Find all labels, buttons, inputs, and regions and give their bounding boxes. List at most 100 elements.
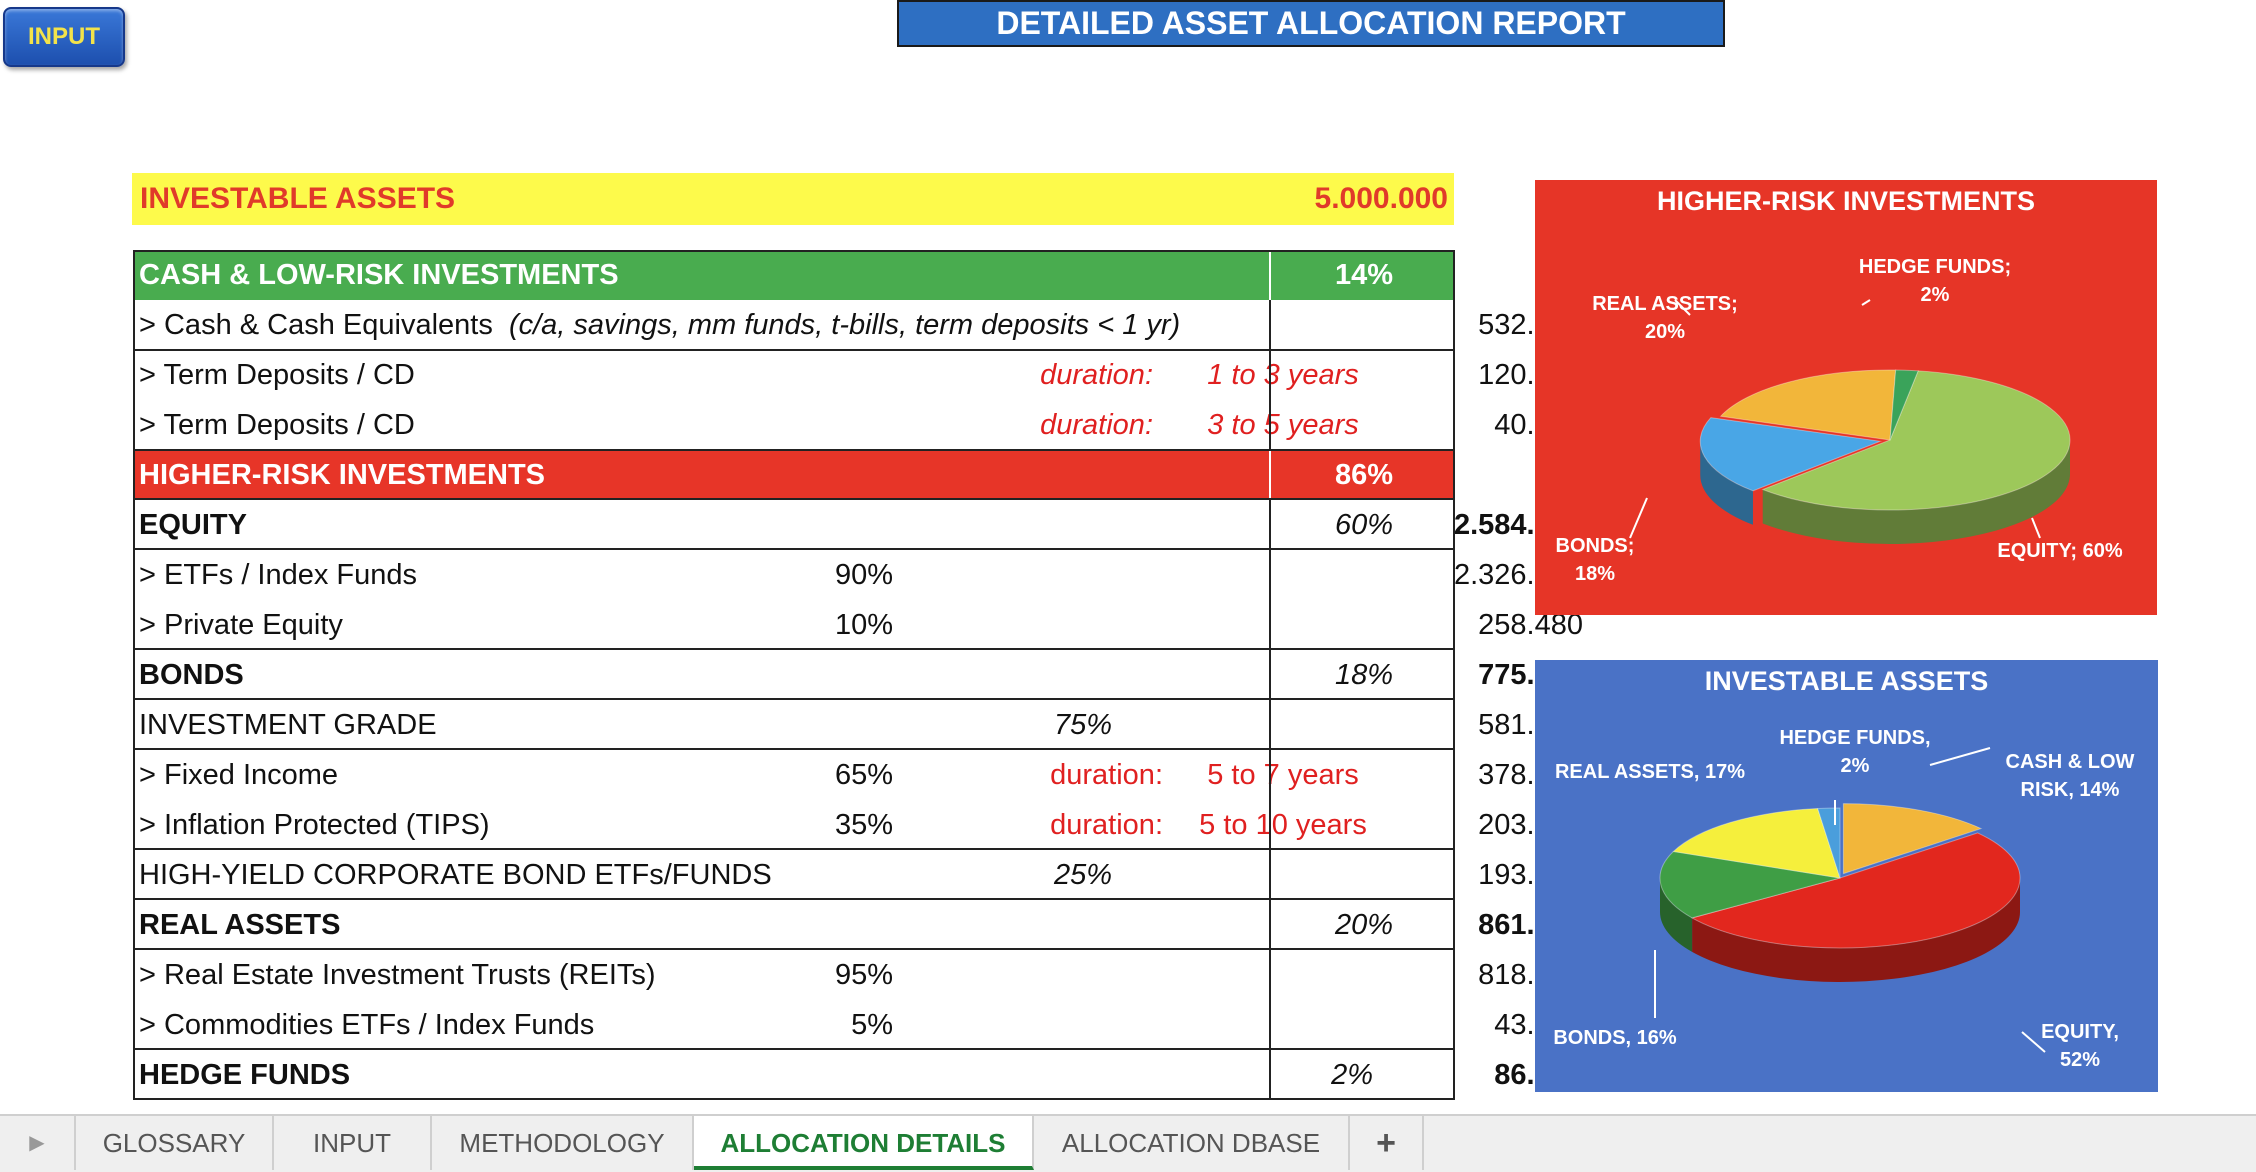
input-button[interactable]: INPUT <box>3 7 125 67</box>
row-pct: 65% <box>834 759 893 791</box>
row-share: 60% <box>1334 509 1393 541</box>
investable-assets-label: INVESTABLE ASSETS <box>140 182 456 215</box>
slice-real-assets[interactable] <box>1719 369 1897 441</box>
row-share: 2% <box>1331 1059 1373 1091</box>
label-hedge-funds: HEDGE FUNDS, 2% <box>1779 727 1931 777</box>
duration-value: 1 to 3 years <box>1207 359 1359 391</box>
row-divider <box>133 748 1455 750</box>
higher-risk-pie-chart[interactable]: HIGHER-RISK INVESTMENTS HEDGE FUNDS; 2% R… <box>1535 180 2157 615</box>
row-divider <box>133 548 1455 550</box>
investment-grade-row[interactable]: INVESTMENT GRADE 75% 581.580 <box>133 700 1583 750</box>
label-real-assets: REAL ASSETS; 20% <box>1592 293 1738 343</box>
high-yield-row[interactable]: HIGH-YIELD CORPORATE BOND ETFs/FUNDS 25%… <box>133 850 1583 900</box>
sheet-tab-bar: ▶ GLOSSARY INPUT METHODOLOGY ALLOCATION … <box>0 1114 2256 1172</box>
slice-side-equity <box>1762 440 2070 544</box>
term-deposits-row-2[interactable]: > Term Deposits / CD duration: 3 to 5 ye… <box>133 400 1583 450</box>
row-share: 86% <box>1334 459 1393 491</box>
row-label: > Inflation Protected (TIPS) <box>139 809 490 841</box>
row-divider <box>133 698 1455 700</box>
row-label: BONDS <box>139 659 244 691</box>
investable-assets-pie-chart[interactable]: INVESTABLE ASSETS HEDGE FUNDS, 2% REAL AS… <box>1535 660 2158 1092</box>
slice-real-assets[interactable] <box>1672 808 1841 879</box>
row-label: > Real Estate Investment Trusts (REITs) <box>139 959 656 991</box>
duration-value: 3 to 5 years <box>1207 409 1359 441</box>
private-equity-row[interactable]: > Private Equity 10% 258.480 <box>133 600 1583 650</box>
tab-input[interactable]: INPUT <box>274 1116 432 1170</box>
term-deposits-row-1[interactable]: > Term Deposits / CD duration: 1 to 3 ye… <box>133 350 1583 400</box>
hedge-funds-row[interactable]: HEDGE FUNDS 2% 86.160 <box>133 1050 1583 1100</box>
slice-equity[interactable] <box>1761 370 2071 511</box>
cash-low-risk-row[interactable]: CASH & LOW-RISK INVESTMENTS 14% 692.000 <box>133 250 1583 300</box>
slice-bonds[interactable] <box>1699 417 1883 492</box>
duration-value: 5 to 10 years <box>1199 809 1367 841</box>
label-cash-low-risk: CASH & LOW RISK, 14% <box>2005 751 2135 801</box>
fixed-income-row[interactable]: > Fixed Income 65% duration: 5 to 7 year… <box>133 750 1583 800</box>
leader-line <box>2021 1031 2046 1053</box>
investable-assets-bar <box>132 173 1454 225</box>
leader-line <box>1929 747 1991 766</box>
row-divider <box>133 898 1455 900</box>
duration-value: 5 to 7 years <box>1207 759 1359 791</box>
label-bonds: BONDS, 16% <box>1553 1027 1677 1049</box>
row-label: > Private Equity <box>139 609 343 641</box>
leader-line <box>1674 299 1691 316</box>
commodities-row[interactable]: > Commodities ETFs / Index Funds 5% 43.0… <box>133 1000 1583 1050</box>
row-divider <box>133 349 1455 351</box>
row-share: 75% <box>1053 709 1113 741</box>
row-label: > Fixed Income <box>139 759 339 791</box>
slice-hedge-funds[interactable] <box>1816 807 1841 879</box>
row-share: 14% <box>1334 259 1393 291</box>
tips-row[interactable]: > Inflation Protected (TIPS) 35% duratio… <box>133 800 1583 850</box>
chart-title: HIGHER-RISK INVESTMENTS <box>1656 186 2036 216</box>
row-divider <box>133 498 1455 500</box>
etf-row[interactable]: > ETFs / Index Funds 90% 2.326.320 <box>133 550 1583 600</box>
leader-line <box>1629 497 1648 539</box>
slice-side-bonds <box>1660 878 1693 952</box>
row-pct: 5% <box>851 1009 893 1041</box>
label-hedge-funds: HEDGE FUNDS; 2% <box>1858 256 2012 306</box>
slice-bonds[interactable] <box>1659 850 1841 919</box>
row-note: (c/a, savings, mm funds, t-bills, term d… <box>508 309 1181 341</box>
leader-line <box>2031 517 2041 539</box>
row-label: INVESTMENT GRADE <box>139 709 437 741</box>
pie-svg <box>1629 299 2071 544</box>
duration-label: duration: <box>1040 409 1153 441</box>
allocation-table: CASH & LOW-RISK INVESTMENTS 14% 692.000 … <box>133 250 1583 1100</box>
row-share: 20% <box>1334 909 1393 941</box>
add-sheet-button[interactable]: + <box>1350 1116 1424 1170</box>
row-label: > Term Deposits / CD <box>139 409 415 441</box>
tab-glossary[interactable]: GLOSSARY <box>76 1116 274 1170</box>
chart-title: INVESTABLE ASSETS <box>1704 666 1989 696</box>
report-title: DETAILED ASSET ALLOCATION REPORT <box>897 0 1725 47</box>
row-label: HIGH-YIELD CORPORATE BOND ETFs/FUNDS <box>139 859 772 891</box>
row-label: > ETFs / Index Funds <box>139 559 418 591</box>
row-label: > Term Deposits / CD <box>139 359 415 391</box>
slice-cash-low-risk[interactable] <box>1842 803 1983 875</box>
slice-side-equity <box>1692 878 2020 982</box>
row-label: > Cash & Cash Equivalents (c/a, savings,… <box>139 309 1181 341</box>
cash-equivalents-row[interactable]: > Cash & Cash Equivalents (c/a, savings,… <box>133 300 1583 350</box>
real-assets-row[interactable]: REAL ASSETS 20% 861.600 <box>133 900 1583 950</box>
row-divider <box>133 848 1455 850</box>
label-equity: EQUITY; 60% <box>1997 540 2123 562</box>
row-pct: 90% <box>834 559 893 591</box>
slice-hedge-funds[interactable] <box>1889 369 1919 441</box>
slice-side-bonds <box>1700 441 1753 525</box>
investable-assets-total: 5.000.000 <box>1314 182 1448 215</box>
tab-methodology[interactable]: METHODOLOGY <box>432 1116 694 1170</box>
higher-risk-row[interactable]: HIGHER-RISK INVESTMENTS 86% 4.308.000 <box>133 450 1583 500</box>
row-share: 18% <box>1334 659 1393 691</box>
row-pct: 35% <box>834 809 893 841</box>
row-pct: 95% <box>834 959 893 991</box>
slice-equity[interactable] <box>1690 832 2021 949</box>
reits-row[interactable]: > Real Estate Investment Trusts (REITs) … <box>133 950 1583 1000</box>
tab-allocation-dbase[interactable]: ALLOCATION DBASE <box>1034 1116 1350 1170</box>
equity-row[interactable]: EQUITY 60% 2.584.800 <box>133 500 1583 550</box>
row-label: > Commodities ETFs / Index Funds <box>139 1009 595 1041</box>
tab-scroll-arrow-icon[interactable]: ▶ <box>0 1116 76 1170</box>
tab-allocation-details[interactable]: ALLOCATION DETAILS <box>694 1116 1034 1170</box>
bonds-row[interactable]: BONDS 18% 775.440 <box>133 650 1583 700</box>
row-share: 25% <box>1053 859 1113 891</box>
row-divider <box>133 648 1455 650</box>
row-divider <box>133 948 1455 950</box>
